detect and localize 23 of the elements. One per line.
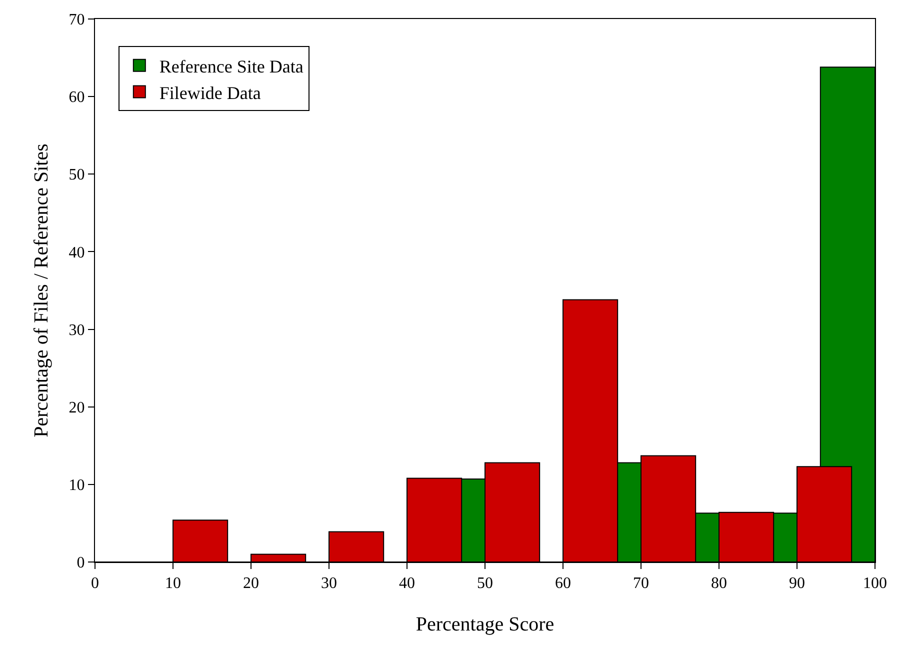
y-tick-label: 10 [68,477,85,494]
y-tick-label: 0 [76,554,85,572]
x-tick-label: 40 [399,575,415,592]
x-axis-title: Percentage Score [416,614,554,636]
x-tick-label: 70 [633,575,649,592]
y-tick-label: 30 [68,322,85,339]
legend-label: Reference Site Data [159,56,304,76]
y-tick-label: 20 [68,399,85,416]
x-tick-label: 20 [243,575,259,592]
x-tick-label: 50 [477,575,493,592]
x-tick-label: 30 [321,575,337,592]
y-tick-label: 40 [68,244,85,262]
y-tick-label: 50 [68,166,85,184]
x-tick-label: 90 [789,575,805,592]
x-tick-label: 100 [863,575,887,592]
y-axis-title: Percentage of Files / Reference Sites [30,143,52,438]
x-tick-label: 80 [711,575,727,592]
y-tick-label: 60 [68,89,85,106]
x-tick-label: 60 [555,575,571,592]
x-tick-label: 0 [91,575,99,592]
x-tick-label: 10 [165,575,181,592]
legend-label: Filewide Data [159,82,261,103]
y-tick-label: 70 [68,12,85,29]
